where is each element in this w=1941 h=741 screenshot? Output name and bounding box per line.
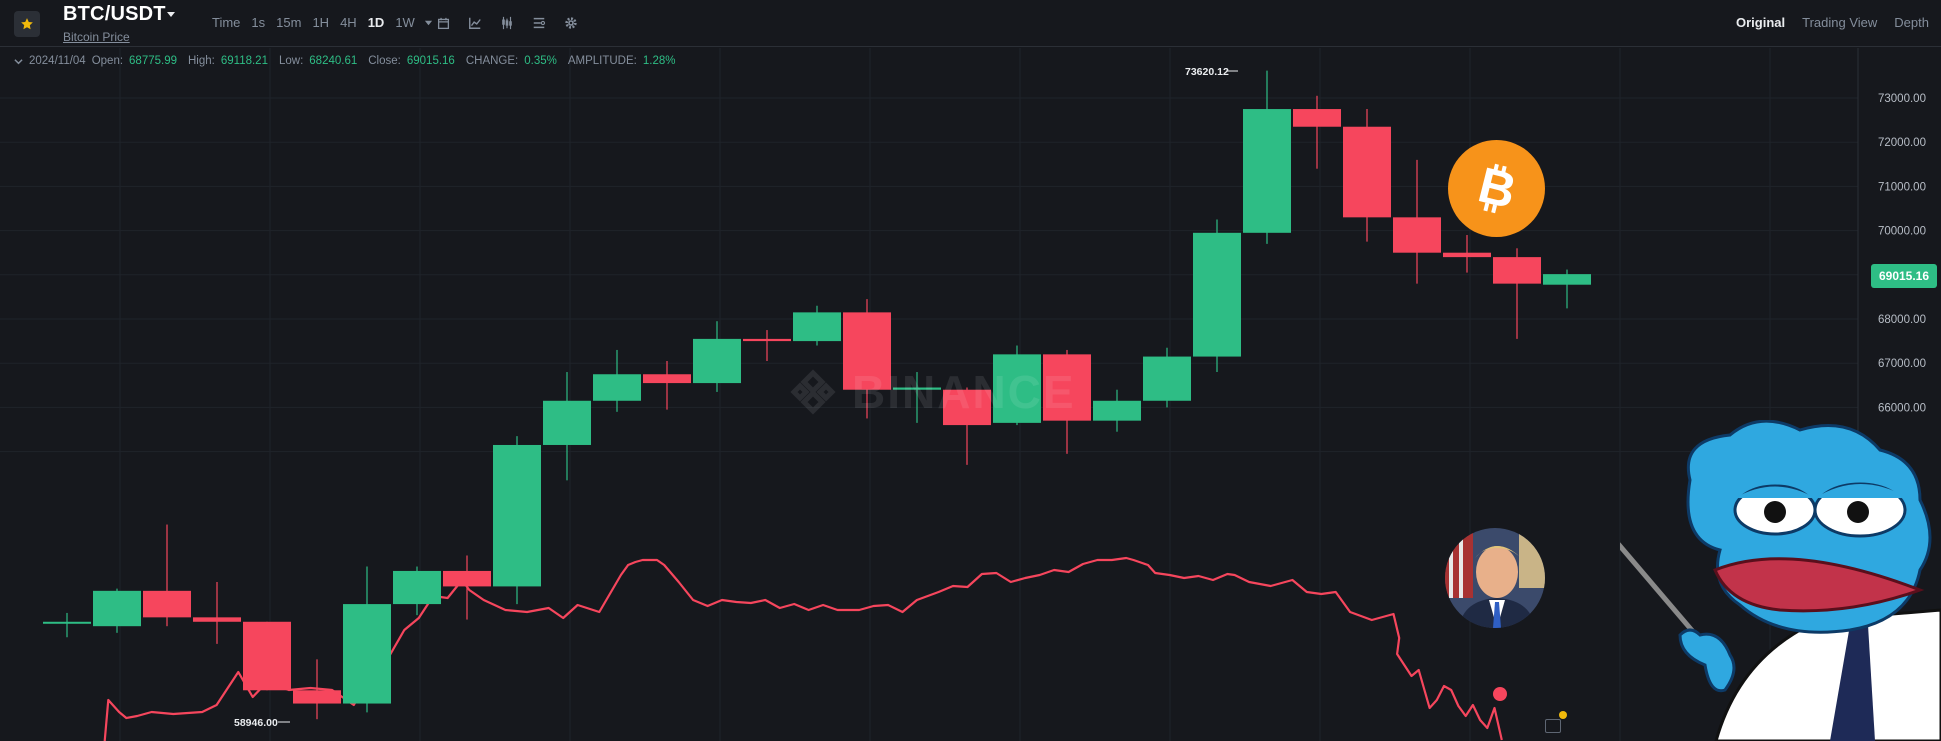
candle-body [1343, 126, 1391, 218]
collapse-caret-icon[interactable] [14, 57, 23, 66]
interval-1h[interactable]: 1H [312, 15, 330, 30]
candle-body [993, 354, 1041, 423]
candle-body [293, 690, 341, 704]
low-value: 68240.61 [309, 55, 358, 67]
view-tabs: Original Trading View Depth [1736, 15, 1929, 30]
interval-1w[interactable]: 1W [395, 15, 415, 30]
layout-icon[interactable] [530, 14, 548, 32]
gear-icon[interactable] [562, 14, 580, 32]
price-tick-label: 73000.00 [1878, 93, 1926, 105]
candle-body [593, 374, 641, 401]
ohlc-date: 2024/11/04 [29, 55, 86, 67]
tab-trading-view[interactable]: Trading View [1802, 15, 1878, 30]
price-tick-label: 70000.00 [1878, 226, 1926, 238]
open-value: 68775.99 [129, 55, 177, 67]
candle-body [743, 338, 791, 342]
portrait-image [1445, 528, 1545, 628]
candle-body [493, 444, 541, 587]
tab-depth[interactable]: Depth [1894, 15, 1929, 30]
candle-body [1043, 354, 1091, 421]
tab-original[interactable]: Original [1736, 15, 1786, 30]
candle-body [143, 590, 191, 618]
binance-logo-icon [790, 369, 836, 415]
candlestick-chart[interactable]: 73000.00 72000.00 71000.00 70000.00 68000.00… [0, 48, 1941, 741]
candle-body [1293, 109, 1341, 127]
calendar-icon[interactable] [434, 14, 452, 32]
comparison-line-end [1493, 687, 1507, 701]
candle-body [193, 617, 241, 622]
interval-time[interactable]: Time [212, 15, 241, 30]
trading-pair[interactable]: BTC/USDT [63, 3, 166, 25]
change-label: CHANGE: [465, 55, 519, 67]
interval-15m[interactable]: 15m [276, 15, 302, 30]
interval-4h[interactable]: 4H [340, 15, 357, 30]
candle-body [1543, 274, 1591, 285]
notification-dot [1559, 711, 1567, 719]
price-tick-label: 66000.00 [1878, 402, 1926, 414]
indicator-icon[interactable] [466, 14, 484, 32]
watermark: BINANCE [788, 365, 1076, 419]
price-tick-label: 71000.00 [1878, 181, 1926, 193]
candle-body [943, 389, 991, 426]
candle-body [693, 338, 741, 384]
amplitude-label: AMPLITUDE: [567, 55, 637, 67]
open-label: Open: [91, 55, 124, 67]
last-price-tag: 69015.16 [1871, 264, 1937, 288]
candle-body [543, 400, 591, 445]
price-tick-label: 72000.00 [1878, 137, 1926, 149]
candle-body [643, 374, 691, 384]
candle-body [1393, 217, 1441, 253]
candle-body [243, 621, 291, 691]
candle-body [1093, 400, 1141, 421]
candle-body [793, 312, 841, 342]
candle-body [1243, 109, 1291, 233]
change-value: 0.35% [524, 55, 557, 67]
high-label: High: [188, 55, 215, 67]
top-toolbar: BTC/USDT Bitcoin Price Time 1s 15m 1H 4H… [0, 0, 1941, 47]
min-price-label: 58946.00 [234, 717, 278, 729]
candle-body [1443, 252, 1491, 258]
chart-settings-icon[interactable] [1545, 719, 1561, 733]
watermark-text: BINANCE [852, 366, 1076, 418]
interval-selector: Time 1s 15m 1H 4H 1D 1W [212, 15, 433, 30]
favorite-button[interactable] [14, 11, 40, 37]
interval-more-caret-icon[interactable] [424, 18, 433, 27]
candle-body [1493, 257, 1541, 284]
candle-type-icon[interactable] [498, 14, 516, 32]
bitcoin-logo-icon: B [1448, 140, 1545, 237]
chart-tools [434, 14, 580, 32]
low-label: Low: [278, 55, 304, 67]
comparison-line [103, 556, 1503, 741]
candle-body [1193, 232, 1241, 357]
candle-body [93, 590, 141, 627]
price-tick-label: 67000.00 [1878, 358, 1926, 370]
candle-body [343, 604, 391, 704]
candle-body [43, 621, 91, 624]
candle-body [1143, 356, 1191, 401]
close-label: Close: [368, 55, 401, 67]
star-icon [21, 18, 33, 30]
ohlc-bar: 2024/11/04 Open: 68775.99 High: 69118.21 L… [14, 55, 680, 67]
price-tick-label: 68000.00 [1878, 314, 1926, 326]
candle-body [843, 312, 891, 390]
max-price-label: 73620.12 [1185, 66, 1229, 78]
interval-1s[interactable]: 1s [251, 15, 266, 30]
amplitude-value: 1.28% [642, 55, 676, 67]
pepe-pointer-image [1620, 420, 1941, 741]
candle-body [393, 570, 441, 605]
price-page-link[interactable]: Bitcoin Price [63, 30, 130, 44]
interval-1d[interactable]: 1D [367, 15, 385, 30]
caret-down-icon[interactable] [166, 9, 176, 19]
high-value: 69118.21 [220, 55, 268, 67]
candle-body [443, 570, 491, 587]
close-value: 69015.16 [406, 55, 455, 67]
candle-body [893, 387, 941, 390]
